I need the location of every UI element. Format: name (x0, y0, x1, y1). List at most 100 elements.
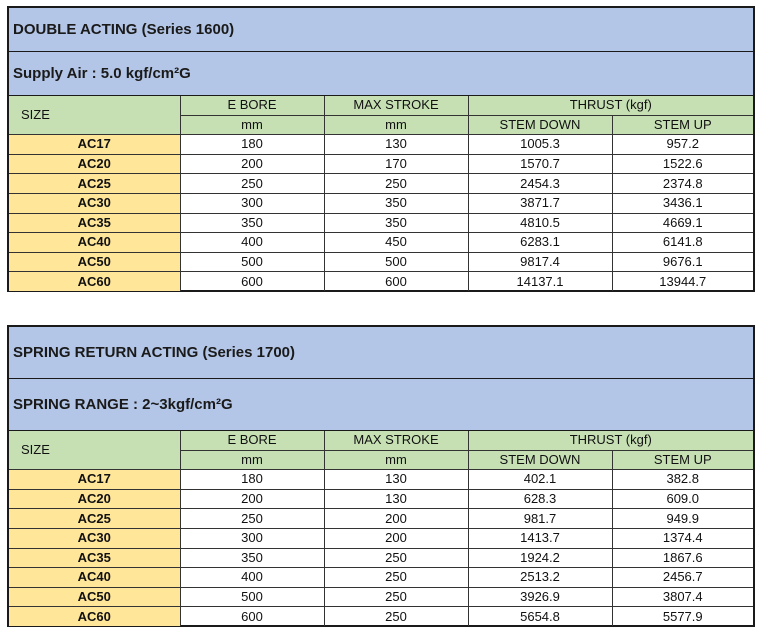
max-stroke-cell: 350 (323, 192, 469, 214)
e-bore-cell: 400 (179, 232, 325, 253)
max-stroke-cell: 170 (323, 153, 469, 175)
stem-up-cell: 5577.9 (611, 606, 753, 626)
data-table: SIZE E BORE MAX STROKE THRUST (kgf) mm mm STEM… (9, 96, 753, 291)
max-stroke-cell: 130 (323, 488, 469, 510)
stem-down-cell: 4810.5 (467, 212, 613, 234)
max-stroke-cell: 500 (323, 251, 469, 273)
stem-up-cell: 2374.8 (611, 173, 753, 194)
table-row: AC17 180 130 402.1 382.8 (9, 469, 753, 490)
max-stroke-cell: 250 (323, 586, 469, 608)
header-bore-unit: mm (180, 114, 325, 136)
size-cell: AC40 (9, 232, 181, 253)
header-stem-up: STEM UP (611, 449, 753, 471)
max-stroke-cell: 130 (323, 134, 469, 155)
e-bore-cell: 200 (179, 153, 325, 175)
e-bore-cell: 600 (179, 271, 325, 291)
size-cell: AC17 (9, 134, 181, 155)
e-bore-cell: 200 (179, 488, 325, 510)
stem-down-cell: 628.3 (467, 488, 613, 510)
table-row: AC25 250 200 981.7 949.9 (9, 508, 753, 529)
table-body: SIZE E BORE MAX STROKE THRUST (kgf) mm mm STEM… (9, 431, 753, 626)
header-bore-unit: mm (180, 449, 325, 471)
table-row: AC35 350 250 1924.2 1867.6 (9, 547, 753, 569)
table-row: AC50 500 500 9817.4 9676.1 (9, 251, 753, 273)
header-stroke-unit: mm (323, 114, 469, 136)
header-row-units: mm mm STEM DOWN STEM UP (9, 114, 753, 136)
max-stroke-cell: 130 (323, 469, 469, 490)
stem-up-cell: 609.0 (611, 488, 753, 510)
stem-up-cell: 3807.4 (611, 586, 753, 608)
stem-up-cell: 1867.6 (611, 547, 753, 569)
size-cell: AC25 (9, 173, 181, 194)
size-cell: AC30 (9, 527, 181, 549)
stem-down-cell: 1005.3 (467, 134, 613, 155)
header-thrust: THRUST (kgf) (467, 96, 753, 116)
stem-up-cell: 4669.1 (611, 212, 753, 234)
table-row: AC40 400 250 2513.2 2456.7 (9, 567, 753, 588)
max-stroke-cell: 350 (323, 212, 469, 234)
stem-down-cell: 3926.9 (467, 586, 613, 608)
e-bore-cell: 400 (179, 567, 325, 588)
e-bore-cell: 180 (179, 134, 325, 155)
table-title-text: SPRING RETURN ACTING (Series 1700) (13, 344, 296, 361)
stem-up-cell: 382.8 (611, 469, 753, 490)
stem-down-cell: 402.1 (467, 469, 613, 490)
header-row: SIZE E BORE MAX STROKE THRUST (kgf) (9, 431, 753, 471)
stem-down-cell: 5654.8 (467, 606, 613, 626)
size-cell: AC35 (9, 212, 181, 234)
table-title-text: DOUBLE ACTING (Series 1600) (13, 21, 235, 38)
stem-up-cell: 9676.1 (611, 251, 753, 273)
header-max-stroke: MAX STROKE (323, 431, 469, 451)
stem-down-cell: 2513.2 (467, 567, 613, 588)
table-body: SIZE E BORE MAX STROKE THRUST (kgf) mm mm STEM… (9, 96, 753, 291)
header-size: SIZE (9, 431, 181, 471)
size-cell: AC60 (9, 606, 181, 626)
table-row: AC25 250 250 2454.3 2374.8 (9, 173, 753, 194)
table-row: AC30 300 200 1413.7 1374.4 (9, 527, 753, 549)
stem-down-cell: 3871.7 (467, 192, 613, 214)
table-title: SPRING RETURN ACTING (Series 1700) (9, 327, 753, 379)
header-e-bore: E BORE (179, 431, 325, 451)
e-bore-cell: 250 (179, 173, 325, 194)
stem-down-cell: 1570.7 (467, 153, 613, 175)
size-cell: AC35 (9, 547, 181, 569)
table-subtitle: SPRING RANGE : 2~3kgf/cm²G (9, 379, 753, 431)
stem-down-cell: 9817.4 (467, 251, 613, 273)
size-cell: AC50 (9, 586, 181, 608)
header-e-bore: E BORE (179, 96, 325, 116)
e-bore-cell: 350 (179, 547, 325, 569)
e-bore-cell: 350 (179, 212, 325, 234)
max-stroke-cell: 250 (323, 606, 469, 626)
max-stroke-cell: 200 (323, 508, 469, 529)
e-bore-cell: 300 (179, 527, 325, 549)
stem-up-cell: 1374.4 (611, 527, 753, 549)
header-stem-up: STEM UP (611, 114, 753, 136)
table-row: AC20 200 130 628.3 609.0 (9, 488, 753, 510)
stem-down-cell: 1413.7 (467, 527, 613, 549)
e-bore-cell: 180 (179, 469, 325, 490)
header-stem-down: STEM DOWN (467, 449, 613, 471)
header-row-units: mm mm STEM DOWN STEM UP (9, 449, 753, 471)
table-row: AC60 600 250 5654.8 5577.9 (9, 606, 753, 626)
spring-return-table-block: SPRING RETURN ACTING (Series 1700) SPRIN… (7, 325, 755, 627)
header-stroke-unit: mm (323, 449, 469, 471)
size-cell: AC60 (9, 271, 181, 291)
table-row: AC30 300 350 3871.7 3436.1 (9, 192, 753, 214)
size-cell: AC40 (9, 567, 181, 588)
table-row: AC60 600 600 14137.1 13944.7 (9, 271, 753, 291)
table-row: AC50 500 250 3926.9 3807.4 (9, 586, 753, 608)
header-size: SIZE (9, 96, 181, 136)
stem-up-cell: 13944.7 (611, 271, 753, 291)
stem-down-cell: 981.7 (467, 508, 613, 529)
size-cell: AC20 (9, 153, 181, 175)
max-stroke-cell: 250 (323, 173, 469, 194)
stem-up-cell: 957.2 (611, 134, 753, 155)
table-row: AC40 400 450 6283.1 6141.8 (9, 232, 753, 253)
e-bore-cell: 250 (179, 508, 325, 529)
stem-down-cell: 2454.3 (467, 173, 613, 194)
table-subtitle-text: SPRING RANGE : 2~3kgf/cm²G (13, 396, 233, 413)
size-cell: AC25 (9, 508, 181, 529)
max-stroke-cell: 250 (323, 567, 469, 588)
stem-down-cell: 1924.2 (467, 547, 613, 569)
stem-up-cell: 6141.8 (611, 232, 753, 253)
